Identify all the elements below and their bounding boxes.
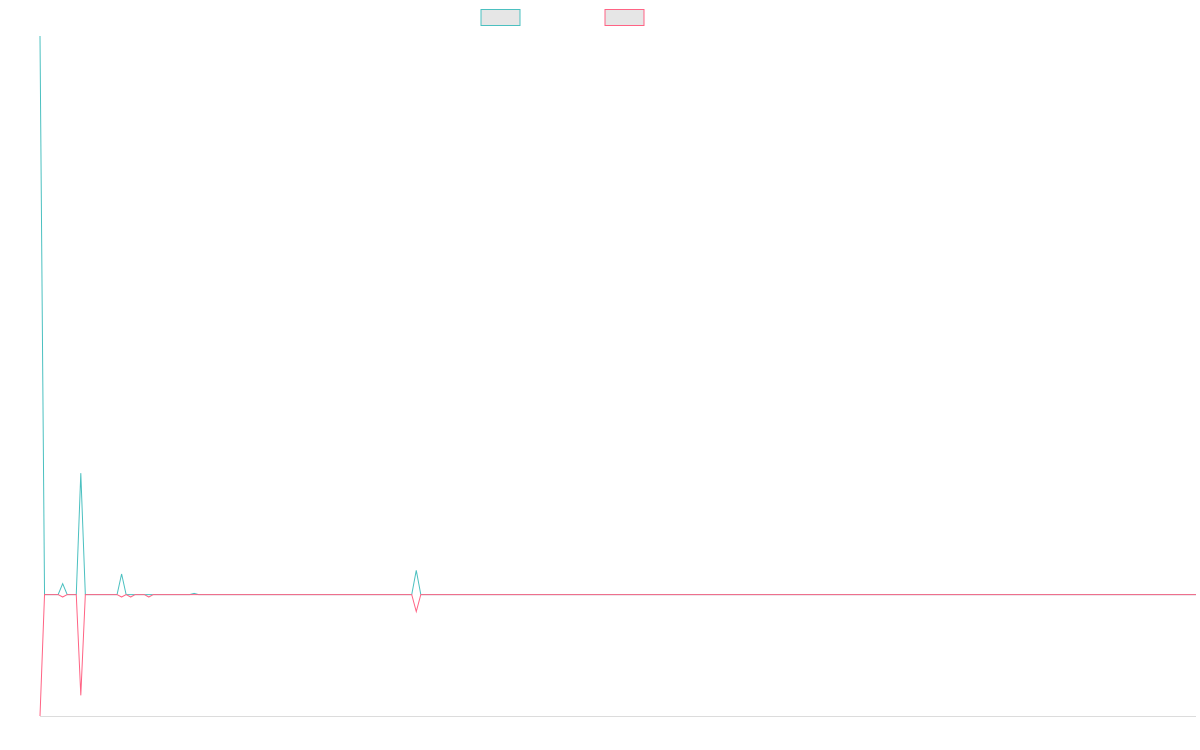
plot-area bbox=[39, 35, 1196, 717]
legend-item-2[interactable] bbox=[604, 9, 645, 26]
series-line-1 bbox=[39, 35, 1196, 596]
legend[interactable] bbox=[480, 9, 645, 26]
legend-swatch-2[interactable] bbox=[604, 9, 645, 26]
legend-swatch-1[interactable] bbox=[480, 9, 521, 26]
legend-item-1[interactable] bbox=[480, 9, 521, 26]
series-line-2 bbox=[39, 594, 1196, 717]
